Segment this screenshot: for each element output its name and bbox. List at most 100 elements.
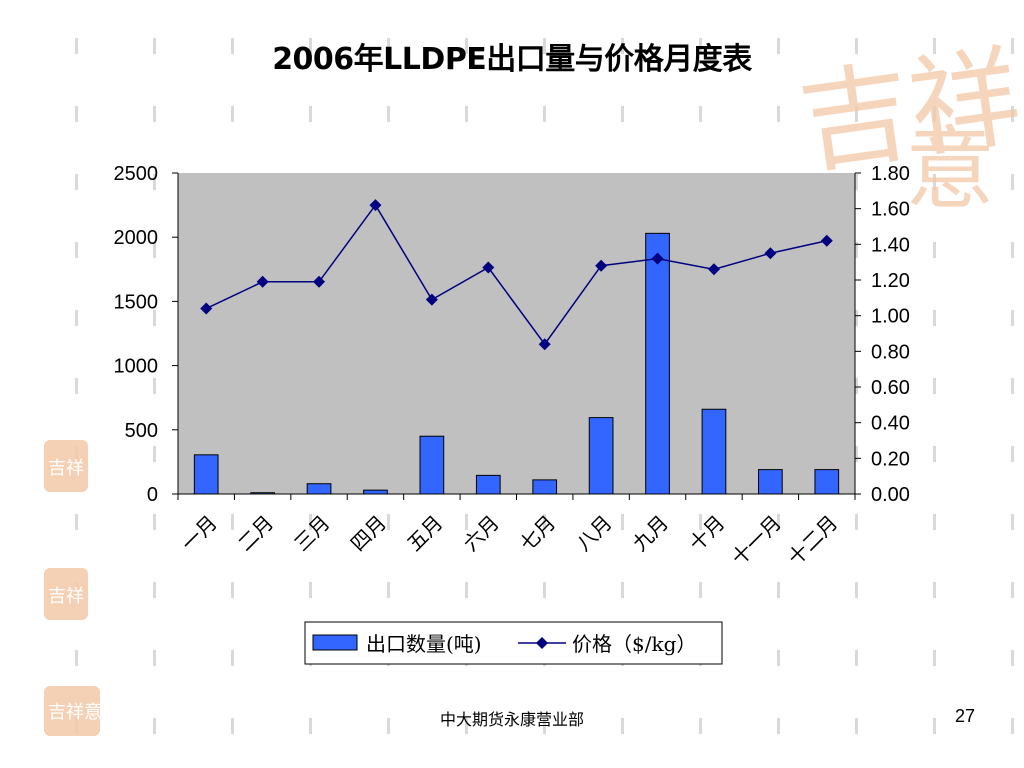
category-label: 十月 — [684, 511, 729, 556]
svg-text:意: 意 — [905, 117, 995, 222]
bar — [701, 408, 727, 495]
price-point — [313, 275, 326, 288]
background-dash — [387, 106, 390, 122]
price-point — [256, 275, 269, 288]
category-label: 六月 — [459, 511, 504, 556]
y-right-tick-label: 1.20 — [871, 270, 910, 292]
category-label: 十二月 — [783, 511, 842, 570]
background-dash — [933, 174, 936, 190]
background-dash — [387, 582, 390, 598]
background-dash — [933, 378, 936, 394]
background-dash — [933, 106, 936, 122]
bar — [588, 417, 614, 495]
bar — [306, 483, 332, 495]
y-left-tick-label: 1500 — [114, 291, 159, 313]
price-point — [425, 293, 438, 306]
background-dash — [933, 446, 936, 462]
bar — [645, 232, 670, 495]
background-dash — [153, 446, 156, 462]
background-dash — [153, 378, 156, 394]
background-dash — [75, 38, 78, 54]
legend-label-bars: 出口数量(吨) — [366, 632, 482, 656]
background-dash — [855, 718, 858, 734]
legend-diamond-swatch — [536, 637, 548, 649]
background-dash — [465, 582, 468, 598]
background-dash — [699, 38, 702, 54]
background-dash — [153, 582, 156, 598]
background-dash — [465, 106, 468, 122]
background-dash — [777, 650, 780, 666]
background-dash — [543, 514, 546, 530]
background-dash — [855, 174, 858, 190]
background-dash — [543, 106, 546, 122]
y-right-tick-label: 1.40 — [871, 234, 910, 256]
background-dash — [75, 242, 78, 258]
background-dash — [153, 38, 156, 54]
background-dash — [465, 514, 468, 530]
background-dash — [933, 650, 936, 666]
background-dash — [1011, 106, 1014, 122]
background-dash — [1011, 582, 1014, 598]
watermark-seal-2: 吉祥 — [44, 568, 88, 620]
bar — [814, 469, 840, 495]
category-label: 九月 — [628, 511, 673, 556]
background-dash — [153, 514, 156, 530]
background-dash — [933, 718, 936, 734]
watermark-seal-3: 吉祥意 — [44, 686, 102, 736]
footer-text: 中大期货永康营业部 — [439, 710, 584, 729]
background-dash — [777, 38, 780, 54]
background-dash — [387, 514, 390, 530]
y-right-tick-label: 0.00 — [871, 484, 910, 506]
background-dash — [777, 514, 780, 530]
background-dash — [621, 38, 624, 54]
background-dash — [699, 514, 702, 530]
background-dash — [387, 38, 390, 54]
price-point — [200, 302, 213, 315]
bar — [532, 479, 558, 495]
background-dash — [465, 718, 468, 734]
background-dash — [231, 650, 234, 666]
svg-text:吉祥意: 吉祥意 — [48, 702, 102, 723]
price-line — [205, 203, 827, 346]
svg-text:吉祥: 吉祥 — [48, 586, 84, 607]
price-point — [764, 247, 777, 260]
category-label: 十一月 — [727, 511, 786, 570]
background-dash — [309, 582, 312, 598]
background-dash — [621, 106, 624, 122]
background-dash — [1011, 514, 1014, 530]
slide-title: 2006年LLDPE出口量与价格月度表 — [272, 42, 752, 77]
background-dash — [1011, 174, 1014, 190]
y-left-tick-label: 1000 — [114, 356, 159, 378]
background-dash — [153, 310, 156, 326]
category-label: 五月 — [402, 511, 447, 556]
price-point — [820, 234, 833, 247]
category-label: 八月 — [571, 511, 616, 556]
category-label: 四月 — [346, 511, 391, 556]
background-dash — [75, 378, 78, 394]
background-dash — [933, 310, 936, 326]
background-dash — [543, 38, 546, 54]
bar — [419, 435, 445, 495]
background-dash — [309, 38, 312, 54]
y-right-tick-label: 0.60 — [871, 377, 910, 399]
svg-text:吉祥: 吉祥 — [792, 32, 1024, 189]
price-point — [651, 252, 664, 265]
background-dash — [699, 582, 702, 598]
category-label: 七月 — [515, 511, 560, 556]
watermark-calligraphy: 吉祥 意 — [792, 32, 1024, 222]
background-dash — [231, 514, 234, 530]
background-dash — [855, 650, 858, 666]
price-point — [482, 261, 495, 274]
background-dash — [933, 582, 936, 598]
background-dash — [153, 174, 156, 190]
background-dash — [153, 650, 156, 666]
price-point — [707, 263, 720, 276]
background-dash — [543, 718, 546, 734]
background-dash — [75, 514, 78, 530]
background-dash — [933, 242, 936, 258]
background-dash — [933, 514, 936, 530]
bar — [250, 492, 275, 495]
bar — [193, 454, 219, 495]
background-dash — [309, 718, 312, 734]
